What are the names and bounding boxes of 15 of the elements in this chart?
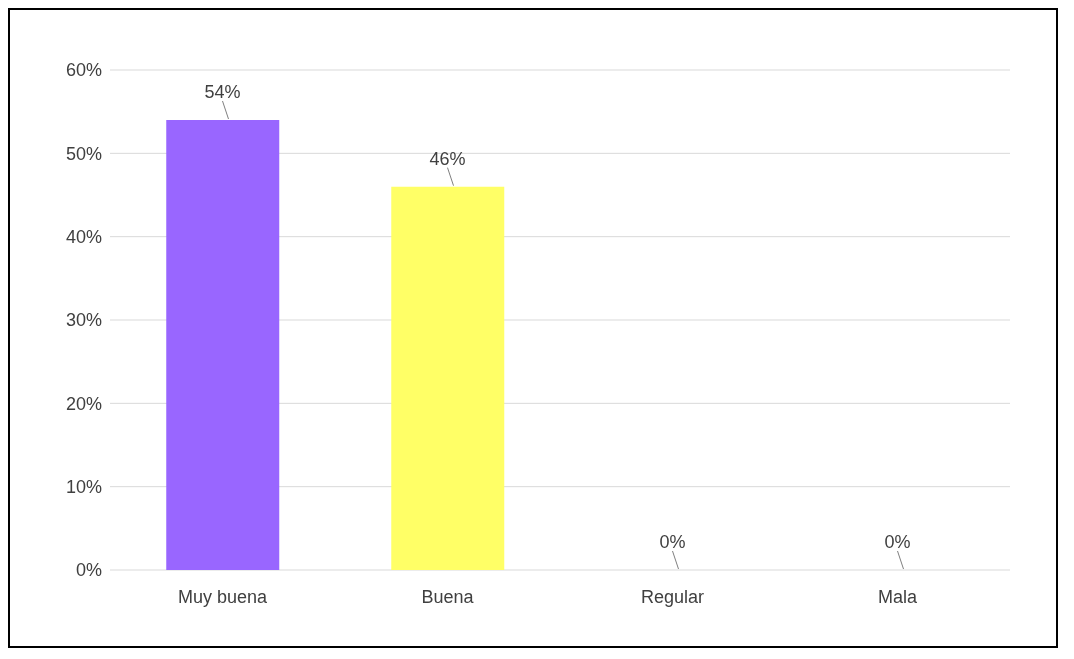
y-tick-label: 20% [65, 393, 102, 414]
y-tick-label: 10% [65, 477, 102, 498]
y-tick-label: 50% [65, 143, 102, 164]
x-tick-label: Buena [421, 586, 475, 607]
data-label: 46% [429, 148, 466, 169]
y-tick-label: 30% [65, 310, 102, 331]
y-tick-label: 0% [75, 560, 102, 581]
x-tick-label: Muy buena [177, 586, 269, 607]
data-label: 0% [659, 532, 686, 552]
data-label: 0% [884, 532, 911, 552]
x-tick-label: Mala [877, 586, 918, 607]
data-label: 54% [204, 82, 241, 102]
y-tick-label: 60% [65, 60, 102, 81]
x-tick-label: Regular [640, 586, 705, 607]
y-tick-label: 40% [65, 227, 102, 248]
